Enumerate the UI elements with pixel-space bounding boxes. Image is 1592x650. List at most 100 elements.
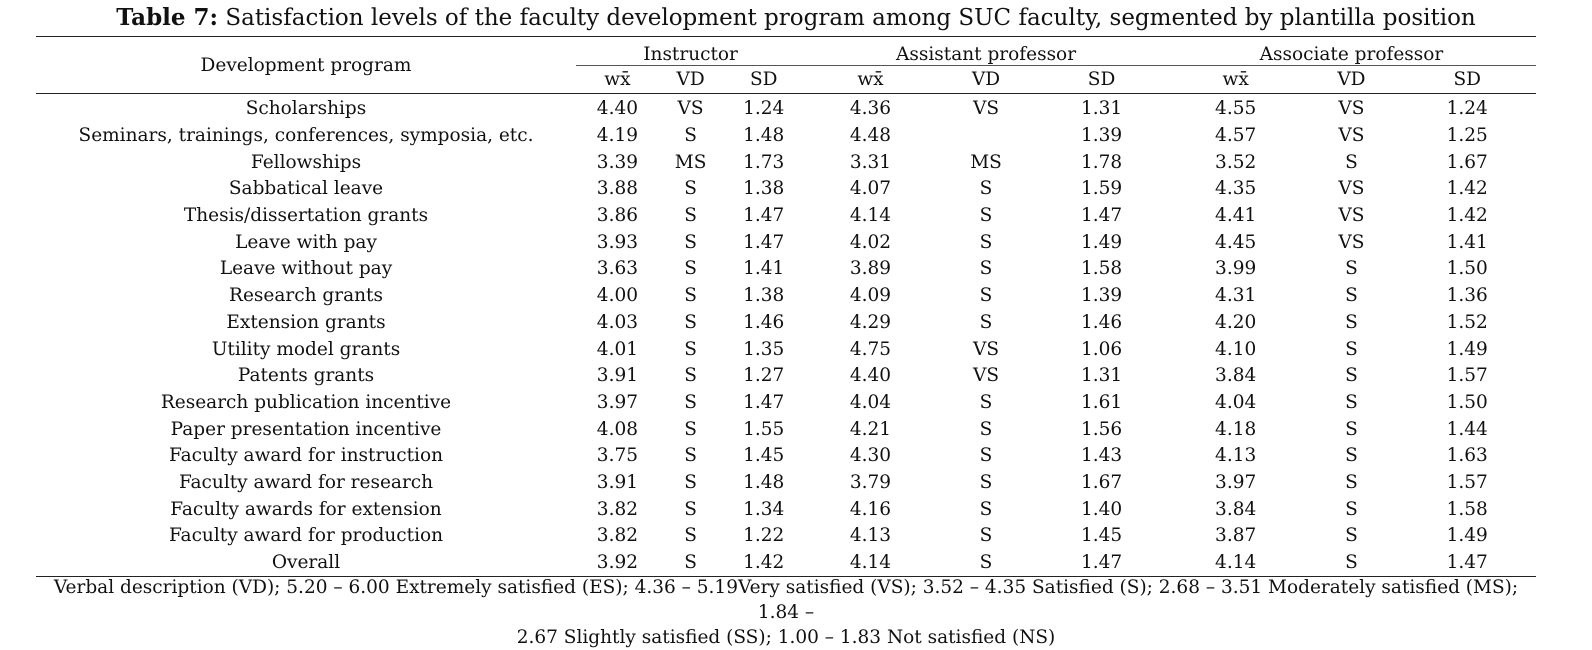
cell-associate-vd: S	[1345, 151, 1358, 173]
cell-associate-wmean: 3.84	[1215, 498, 1257, 520]
header-group-assistant-professor: Assistant professor	[805, 36, 1167, 66]
cell-instructor-sd: 1.22	[743, 525, 785, 547]
cell-program: Paper presentation incentive	[170, 418, 442, 440]
cell-associate-sd: 1.41	[1446, 231, 1488, 253]
cell-instructor-sd: 1.48	[743, 125, 785, 147]
caption-text: Satisfaction levels of the faculty devel…	[225, 5, 1476, 31]
cell-assistant-vd: S	[979, 418, 993, 440]
cell-assistant-sd: 1.31	[1080, 98, 1123, 120]
cell-associate-sd: 1.44	[1446, 418, 1488, 440]
cell-assistant-wmean: 4.13	[849, 525, 892, 547]
cell-instructor-vd: MS	[674, 151, 707, 173]
cell-program: Patents grants	[237, 365, 375, 387]
cell-program: Overall	[36, 549, 576, 578]
cell-associate-vd: S	[1345, 365, 1358, 387]
cell-associate-sd: 1.67	[1446, 151, 1488, 173]
cell-assistant-wmean: 4.09	[849, 285, 892, 307]
cell-associate-sd: 1.42	[1446, 178, 1488, 200]
cell-associate-vd: S	[1345, 311, 1358, 333]
cell-associate-vd: S	[1345, 498, 1358, 520]
cell-assistant-sd: 1.43	[1080, 445, 1123, 467]
cell-assistant-vd: MS	[970, 151, 1002, 173]
table-row: Patents grants 3.91 S 1.27 4.40 VS 1.31 3.84 S 1.…	[36, 363, 1536, 390]
cell-associate-vd: S	[1345, 338, 1358, 360]
cell-program: Utility model grants	[211, 338, 401, 360]
cell-instructor-wmean: 3.82	[596, 498, 638, 520]
cell-associate-wmean: 4.10	[1215, 338, 1257, 360]
cell-associate-sd: 1.24	[1446, 98, 1488, 120]
cell-associate-sd: 1.49	[1446, 338, 1488, 360]
cell-program: Research grants	[229, 285, 383, 307]
cell-instructor-sd: 1.38	[743, 178, 785, 200]
table-row: Thesis/dissertation grants 3.86 S 1.47 4.14 S…	[36, 203, 1536, 230]
cell-instructor-vd: S	[684, 258, 697, 280]
cell-instructor-sd: 1.34	[743, 498, 785, 520]
table-row: Fellowships 3.39 MS 1.73 3.31 MS 1.78 3.52 S 1.67	[36, 149, 1536, 176]
cell-instructor-vd: S	[684, 311, 697, 333]
cell-instructor-vd: S	[684, 231, 697, 253]
cell-instructor-vd: S	[684, 338, 697, 360]
cell-assistant-vd	[936, 123, 1036, 150]
cell-associate-wmean: 4.14	[1166, 549, 1305, 578]
cell-assistant-vd: S	[979, 258, 993, 280]
cell-instructor-vd: S	[684, 471, 697, 493]
cell-assistant-vd: S	[979, 285, 993, 307]
cell-assistant-sd: 1.46	[1080, 311, 1123, 333]
subheader-sd: SD	[1453, 69, 1481, 90]
cell-instructor-vd: VS	[677, 98, 704, 120]
cell-program: Fellowships	[250, 151, 362, 173]
cell-associate-sd: 1.57	[1446, 471, 1488, 493]
cell-program: Research publication incentive	[160, 391, 452, 413]
cell-instructor-sd: 1.45	[743, 445, 785, 467]
cell-associate-wmean: 3.87	[1215, 525, 1257, 547]
cell-assistant-sd: 1.47	[1080, 205, 1123, 227]
table-row: Seminars, trainings, conferences, sympos…	[36, 123, 1536, 150]
cell-program: Faculty awards for extension	[170, 498, 442, 520]
cell-associate-sd: 1.58	[1446, 498, 1488, 520]
footnote-line-2: 2.67 Slightly satisfied (SS); 1.00 – 1.8…	[516, 627, 1056, 648]
cell-instructor-wmean: 3.97	[596, 391, 638, 413]
table-footnote: Verbal description (VD); 5.20 – 6.00 Ext…	[36, 575, 1536, 650]
cell-assistant-vd: VS	[972, 98, 1000, 120]
cell-associate-vd: S	[1345, 445, 1358, 467]
table-row: Leave with pay 3.93 S 1.47 4.02 S 1.49 4.45 VS 1.…	[36, 229, 1536, 256]
cell-assistant-wmean: 4.40	[849, 365, 892, 387]
cell-program: Extension grants	[226, 311, 386, 333]
cell-instructor-vd: S	[684, 205, 697, 227]
subheader-sd: SD	[749, 69, 778, 90]
cell-assistant-sd: 1.06	[1080, 338, 1123, 360]
cell-associate-vd: VS	[1338, 98, 1365, 120]
cell-assistant-wmean: 4.48	[849, 125, 892, 147]
cell-assistant-vd: S	[979, 525, 993, 547]
cell-associate-vd: S	[1345, 391, 1358, 413]
cell-instructor-wmean: 4.19	[596, 125, 638, 147]
table-row: Scholarships 4.40 VS 1.24 4.36 VS 1.31 4.55 VS 1.…	[36, 94, 1536, 123]
cell-assistant-sd: 1.40	[1080, 498, 1123, 520]
table-row: Utility model grants 4.01 S 1.35 4.75 VS 1.06 4…	[36, 336, 1536, 363]
table-row: Faculty award for research 3.91 S 1.48 3.79 S…	[36, 470, 1536, 497]
cell-assistant-wmean: 4.29	[849, 311, 892, 333]
cell-instructor-sd: 1.73	[743, 151, 785, 173]
cell-instructor-vd: S	[684, 365, 697, 387]
cell-associate-sd: 1.49	[1446, 525, 1488, 547]
cell-instructor-sd: 1.38	[743, 285, 785, 307]
cell-assistant-vd: VS	[972, 365, 1000, 387]
table-row: Research grants 4.00 S 1.38 4.09 S 1.39 4.31 S 1.…	[36, 283, 1536, 310]
cell-instructor-sd: 1.41	[743, 258, 785, 280]
cell-instructor-wmean: 3.39	[596, 151, 638, 173]
cell-assistant-sd: 1.39	[1080, 125, 1123, 147]
table-row: Faculty award for instruction 3.75 S 1.45 4.…	[36, 443, 1536, 470]
cell-associate-sd: 1.50	[1446, 391, 1488, 413]
table-caption: Table 7: Satisfaction levels of the facu…	[0, 4, 1592, 32]
cell-assistant-vd: S	[979, 311, 993, 333]
subheader-weighted-mean: wx̄	[604, 69, 631, 90]
cell-associate-wmean: 4.41	[1215, 205, 1257, 227]
cell-instructor-sd: 1.27	[743, 365, 785, 387]
cell-instructor-wmean: 3.91	[596, 365, 638, 387]
cell-instructor-sd: 1.46	[743, 311, 785, 333]
subheader-vd: VD	[971, 69, 1001, 90]
cell-instructor-sd: 1.48	[743, 471, 785, 493]
cell-associate-vd: S	[1345, 471, 1358, 493]
cell-instructor-wmean: 4.01	[596, 338, 638, 360]
